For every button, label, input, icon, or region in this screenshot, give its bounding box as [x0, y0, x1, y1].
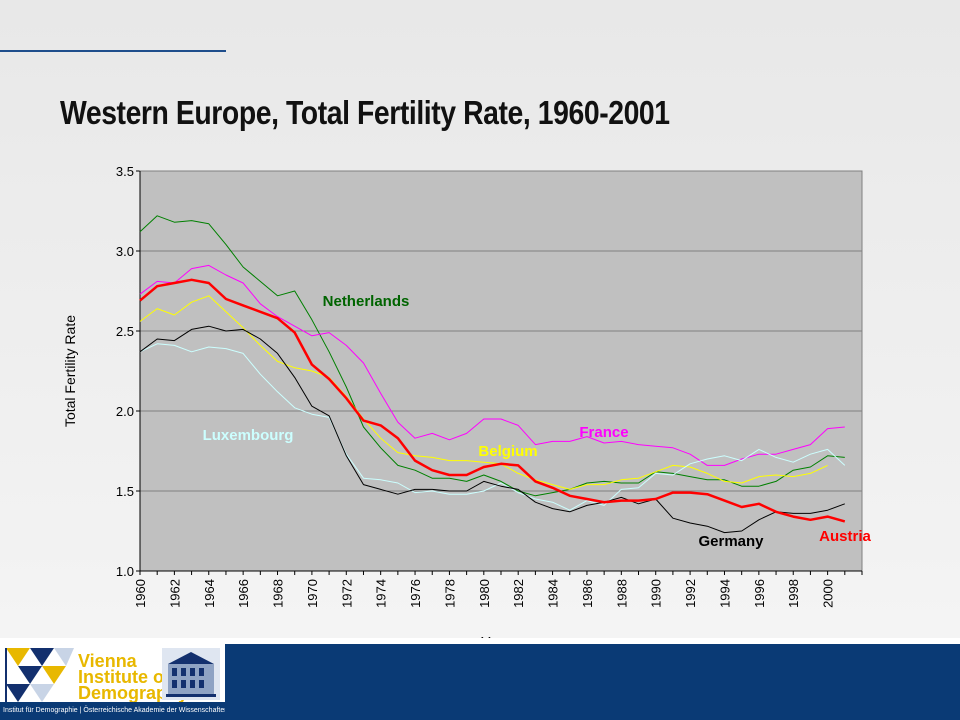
x-tick-label: 1986 — [580, 579, 595, 608]
x-tick-label: 1994 — [717, 579, 732, 608]
y-tick-label: 1.0 — [116, 564, 134, 579]
x-tick-label: 1988 — [614, 579, 629, 608]
plot-area — [140, 171, 862, 571]
series-label-austria: Austria — [819, 528, 871, 545]
x-tick-label: 1990 — [649, 579, 664, 608]
series-line-luxembourg — [139, 343, 846, 511]
title-accent-line — [0, 50, 226, 52]
x-tick-label: 1966 — [236, 579, 251, 608]
footer: Vienna Institute of Demography Institut … — [0, 638, 960, 720]
logo-text: Vienna Institute of Demography — [78, 651, 189, 703]
building-icon — [162, 648, 220, 700]
x-tick-label: 1982 — [511, 579, 526, 608]
x-tick-label: 1962 — [167, 579, 182, 608]
x-tick-label: 1996 — [752, 579, 767, 608]
logo-line1: Vienna — [78, 651, 137, 671]
x-tick-label: 1992 — [683, 579, 698, 608]
logo-line2: Institute of — [78, 667, 170, 687]
x-tick-label: 1960 — [133, 579, 148, 608]
series-label-belgium: Belgium — [478, 443, 537, 460]
x-axis-title: Year — [481, 634, 511, 640]
series-label-netherlands: Netherlands — [323, 293, 410, 310]
institute-logo: Vienna Institute of Demography Institut … — [0, 644, 225, 720]
logo-line3: Demography — [78, 683, 189, 703]
x-tick-label: 1970 — [305, 579, 320, 608]
x-tick-label: 1984 — [546, 579, 561, 608]
x-tick-label: 1980 — [477, 579, 492, 608]
logo-graphic-icon — [0, 644, 80, 702]
x-tick-label: 1974 — [374, 579, 389, 608]
y-axis-title: Total Fertility Rate — [62, 315, 78, 427]
x-tick-label: 2000 — [821, 579, 836, 608]
y-tick-label: 3.0 — [116, 244, 134, 259]
series-label-germany: Germany — [698, 533, 764, 550]
x-tick-label: 1976 — [408, 579, 423, 608]
x-tick-label: 1968 — [271, 579, 286, 608]
x-tick-label: 1998 — [786, 579, 801, 608]
y-tick-label: 3.5 — [116, 164, 134, 179]
institute-name: Institut für Demographie | Österreichisc… — [0, 702, 225, 720]
series-label-luxembourg: Luxembourg — [203, 427, 294, 444]
x-tick-label: 1978 — [442, 579, 457, 608]
x-tick-label: 1964 — [202, 579, 217, 608]
series-line-germany — [139, 325, 845, 534]
y-tick-label: 1.5 — [116, 484, 134, 499]
fertility-line-chart: 1.0 1.5 2.0 2.5 3.0 3.5 1960 1962 1964 1966 1968 19… — [62, 164, 871, 640]
slide-title: Western Europe, Total Fertility Rate, 19… — [60, 94, 670, 131]
y-tick-label: 2.5 — [116, 324, 134, 339]
series-line-austria — [139, 278, 846, 523]
x-tick-label: 1972 — [339, 579, 354, 608]
y-tick-label: 2.0 — [116, 404, 134, 419]
series-line-belgium — [139, 295, 828, 490]
series-line-netherlands — [139, 215, 845, 497]
series-label-france: France — [579, 424, 628, 441]
series-line-france — [139, 264, 845, 466]
